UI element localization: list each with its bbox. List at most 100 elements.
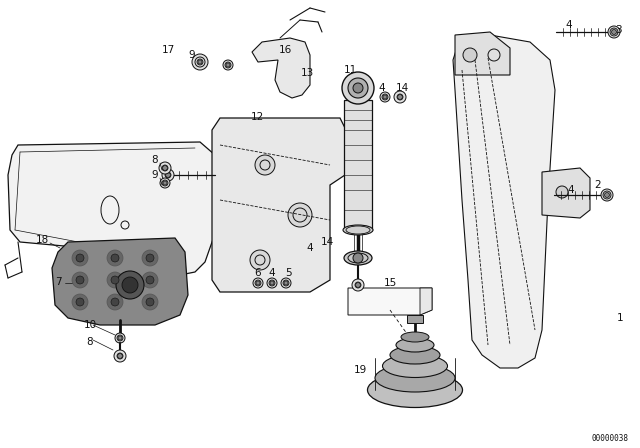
Text: 16: 16: [278, 45, 292, 55]
Circle shape: [256, 281, 260, 285]
Ellipse shape: [383, 354, 447, 378]
Circle shape: [267, 278, 277, 288]
Circle shape: [352, 279, 364, 291]
Text: 14: 14: [396, 83, 408, 93]
Circle shape: [270, 281, 274, 285]
Polygon shape: [348, 288, 432, 315]
Circle shape: [195, 57, 205, 67]
Circle shape: [380, 92, 390, 102]
Circle shape: [111, 298, 119, 306]
Ellipse shape: [396, 338, 434, 352]
Circle shape: [608, 26, 620, 38]
Circle shape: [253, 278, 263, 288]
Circle shape: [163, 166, 168, 170]
Circle shape: [146, 276, 154, 284]
Circle shape: [353, 83, 363, 93]
Circle shape: [284, 281, 288, 285]
Circle shape: [72, 294, 88, 310]
Circle shape: [118, 336, 122, 340]
Circle shape: [72, 250, 88, 266]
Circle shape: [288, 203, 312, 227]
Text: 5: 5: [285, 268, 291, 278]
Circle shape: [197, 59, 203, 65]
Text: 17: 17: [161, 45, 175, 55]
Circle shape: [463, 48, 477, 62]
Circle shape: [603, 191, 611, 199]
Circle shape: [348, 78, 368, 98]
Circle shape: [397, 95, 403, 99]
Circle shape: [107, 294, 123, 310]
Circle shape: [356, 283, 360, 288]
Circle shape: [269, 280, 275, 286]
Circle shape: [115, 333, 125, 343]
Circle shape: [383, 95, 387, 99]
Circle shape: [162, 169, 174, 181]
Polygon shape: [252, 38, 310, 98]
Circle shape: [163, 181, 167, 185]
Circle shape: [281, 278, 291, 288]
Circle shape: [355, 282, 361, 288]
Circle shape: [250, 250, 270, 270]
Text: 12: 12: [250, 112, 264, 122]
Text: 8: 8: [86, 337, 93, 347]
Circle shape: [72, 272, 88, 288]
Circle shape: [76, 298, 84, 306]
Circle shape: [162, 165, 168, 171]
Circle shape: [397, 94, 403, 100]
Circle shape: [283, 280, 289, 286]
Text: 2: 2: [595, 180, 602, 190]
Polygon shape: [52, 238, 188, 325]
Polygon shape: [420, 288, 432, 315]
Circle shape: [556, 186, 568, 198]
Circle shape: [142, 294, 158, 310]
Text: 18: 18: [35, 235, 49, 245]
Circle shape: [117, 335, 123, 341]
Text: 4: 4: [379, 83, 385, 93]
Circle shape: [353, 253, 363, 263]
Polygon shape: [453, 35, 555, 368]
Text: 13: 13: [300, 68, 314, 78]
Circle shape: [601, 189, 613, 201]
Circle shape: [382, 94, 388, 100]
Circle shape: [226, 63, 230, 67]
Circle shape: [76, 254, 84, 262]
Circle shape: [166, 172, 170, 177]
Circle shape: [111, 276, 119, 284]
Circle shape: [197, 59, 203, 65]
Text: 15: 15: [383, 278, 397, 288]
Text: 10: 10: [83, 320, 97, 330]
Circle shape: [255, 280, 261, 286]
Circle shape: [394, 91, 406, 103]
Circle shape: [198, 60, 202, 64]
Circle shape: [223, 60, 233, 70]
Circle shape: [192, 54, 208, 70]
Text: 9: 9: [152, 170, 158, 180]
Circle shape: [605, 193, 609, 198]
Text: 4: 4: [307, 243, 314, 253]
Circle shape: [146, 254, 154, 262]
Circle shape: [142, 272, 158, 288]
Circle shape: [160, 178, 170, 188]
Text: 4: 4: [269, 268, 275, 278]
Circle shape: [107, 272, 123, 288]
Text: 00000038: 00000038: [591, 434, 628, 443]
Polygon shape: [542, 168, 590, 218]
Ellipse shape: [375, 364, 455, 392]
Ellipse shape: [401, 332, 429, 342]
Polygon shape: [8, 142, 218, 278]
Circle shape: [118, 353, 122, 358]
Text: 4: 4: [568, 185, 574, 195]
Circle shape: [342, 72, 374, 104]
Polygon shape: [455, 32, 510, 75]
Circle shape: [122, 277, 138, 293]
Bar: [407, 315, 423, 323]
Text: 14: 14: [321, 237, 333, 247]
Circle shape: [162, 180, 168, 186]
Circle shape: [197, 59, 204, 65]
Circle shape: [117, 353, 123, 359]
Text: 19: 19: [353, 365, 367, 375]
Circle shape: [159, 162, 171, 174]
Circle shape: [165, 172, 171, 178]
Circle shape: [146, 298, 154, 306]
Ellipse shape: [344, 251, 372, 265]
